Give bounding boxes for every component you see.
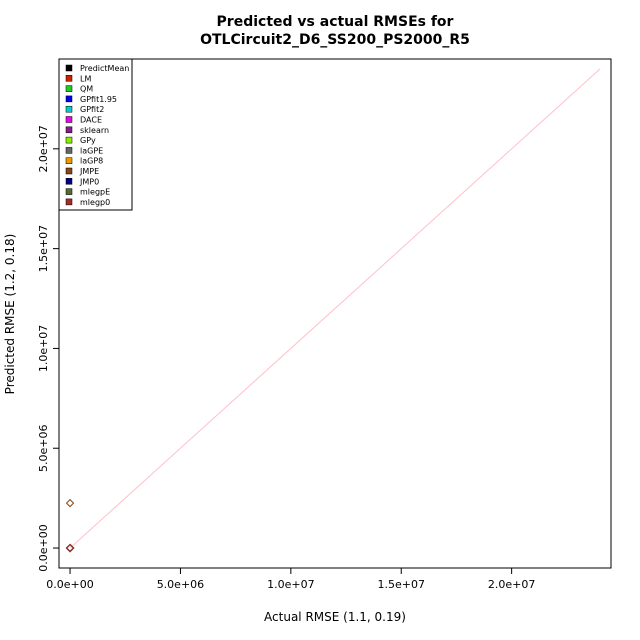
points-layer: [65, 498, 75, 553]
legend-label: sklearn: [80, 126, 109, 135]
legend-label: PredictMean: [80, 64, 129, 73]
legend-swatch: [65, 198, 73, 206]
x-tick-label: 1.5e+07: [377, 578, 424, 591]
legend-swatch: [65, 188, 73, 195]
y-axis-label: Predicted RMSE (1.2, 0.18): [3, 234, 17, 395]
legend-label: DACE: [80, 116, 102, 125]
legend-swatch: [65, 75, 73, 82]
legend-label: laGPE: [80, 146, 103, 155]
chart-title-line1: Predicted vs actual RMSEs for: [217, 14, 454, 30]
legend-swatch: [65, 136, 73, 144]
legend-swatch: [65, 85, 73, 92]
x-axis-label: Actual RMSE (1.1, 0.19): [264, 610, 406, 624]
legend-swatch: [65, 167, 73, 175]
y-tick-label: 1.0e+07: [37, 325, 50, 372]
legend-swatch: [65, 157, 73, 164]
reference-line-layer: [69, 68, 601, 549]
legend-swatch: [65, 105, 73, 113]
y-axis: 0.0e+00 5.0e+06 1.0e+07 1.5e+07 2.0e+07: [37, 125, 60, 572]
legend-swatch: [65, 95, 73, 103]
legend-label: GPfit1.95: [80, 95, 117, 104]
x-tick-label: 5.0e+06: [157, 578, 204, 591]
legend-label: QM: [80, 85, 93, 94]
point-mlegp0: [65, 543, 75, 553]
reference-line: [69, 68, 601, 549]
legend-box: [58, 58, 133, 211]
legend-swatch: [65, 126, 73, 134]
legend-label: laGP8: [80, 157, 103, 166]
legend-label: GPfit2: [80, 105, 104, 114]
x-axis: 0.0e+00 5.0e+06 1.0e+07 1.5e+07 2.0e+07: [46, 567, 535, 591]
legend-label: JMP0: [79, 177, 99, 186]
y-tick-label: 5.0e+06: [37, 424, 50, 471]
y-tick-label: 1.5e+07: [37, 225, 50, 272]
x-tick-label: 2.0e+07: [488, 578, 535, 591]
legend-label: JMPE: [79, 167, 99, 176]
x-tick-label: 0.0e+00: [46, 578, 93, 591]
plot-frame: [58, 58, 612, 569]
legend-swatch: [65, 178, 73, 185]
x-tick-label: 1.0e+07: [267, 578, 314, 591]
legend-label: mlegpE: [80, 188, 110, 197]
legend-label: LM: [80, 74, 91, 83]
legend-label: mlegp0: [80, 198, 110, 207]
y-tick-label: 0.0e+00: [37, 524, 50, 571]
legend-label: GPy: [80, 136, 96, 145]
y-tick-label: 2.0e+07: [37, 125, 50, 172]
chart-title-line2: OTLCircuit2_D6_SS200_PS2000_R5: [200, 32, 470, 48]
legend-swatch: [65, 147, 73, 154]
legend-swatch: [65, 116, 73, 123]
legend-swatch: [65, 64, 73, 72]
point-jmpe: [65, 498, 75, 508]
